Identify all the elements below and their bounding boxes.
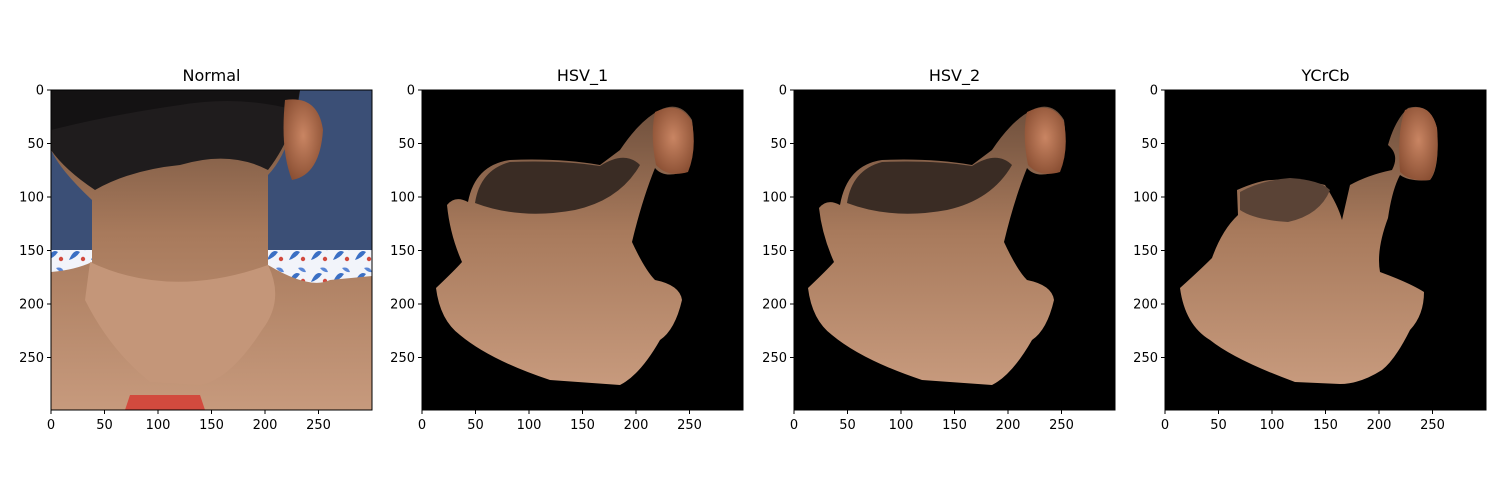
x-tick-label: 150 <box>942 418 967 433</box>
y-tick-label: 0 <box>407 84 415 99</box>
y-tick-label: 100 <box>390 191 415 206</box>
y-tick-label: 0 <box>1150 84 1158 99</box>
y-tick-label: 200 <box>1133 298 1158 313</box>
panel-hsv-2: HSV_2 <box>793 66 1116 411</box>
ticks-layer: 0 50 100 150 200 250 0 50 100 150 200 250 0 50 100 150 2… <box>19 84 1445 434</box>
x-tick-label: 200 <box>996 418 1021 433</box>
x-tick-label: 250 <box>1420 418 1445 433</box>
y-tick-label: 200 <box>762 298 787 313</box>
panel-title: HSV_1 <box>557 66 608 86</box>
panel-hsv-1: HSV_1 <box>421 66 744 411</box>
x-tick-label: 250 <box>306 418 331 433</box>
x-tick-label: 250 <box>677 418 702 433</box>
x-tick-label: 100 <box>1260 418 1285 433</box>
y-tick-label: 50 <box>398 137 415 152</box>
x-tick-label: 0 <box>47 418 55 433</box>
x-tick-label: 200 <box>253 418 278 433</box>
y-tick-label: 50 <box>27 137 44 152</box>
x-tick-label: 50 <box>1210 418 1227 433</box>
y-tick-label: 250 <box>19 351 44 366</box>
x-tick-label: 150 <box>570 418 595 433</box>
skin-mask-hsv-1 <box>436 106 694 386</box>
x-tick-label: 0 <box>1161 418 1169 433</box>
y-tick-label: 250 <box>762 351 787 366</box>
x-tick-label: 100 <box>517 418 542 433</box>
panel-ycrcb: YCrCb <box>1164 66 1487 411</box>
y-tick-label: 200 <box>390 298 415 313</box>
y-tick-label: 150 <box>390 244 415 259</box>
x-tick-label: 250 <box>1049 418 1074 433</box>
y-tick-label: 150 <box>1133 244 1158 259</box>
panel-title: Normal <box>183 66 241 85</box>
x-tick-label: 50 <box>96 418 113 433</box>
panel-title: YCrCb <box>1301 66 1350 85</box>
y-tick-label: 250 <box>1133 351 1158 366</box>
panel-normal: Normal <box>50 66 373 411</box>
y-tick-label: 50 <box>1141 137 1158 152</box>
y-tick-label: 250 <box>390 351 415 366</box>
x-tick-label: 50 <box>839 418 856 433</box>
x-tick-label: 100 <box>146 418 171 433</box>
skin-mask-hsv-2 <box>808 106 1066 386</box>
y-tick-label: 200 <box>19 298 44 313</box>
y-tick-label: 50 <box>770 137 787 152</box>
x-tick-label: 0 <box>418 418 426 433</box>
x-tick-label: 200 <box>1367 418 1392 433</box>
x-tick-label: 100 <box>889 418 914 433</box>
x-tick-label: 150 <box>199 418 224 433</box>
x-tick-label: 0 <box>790 418 798 433</box>
skin-mask-ycrcb <box>1180 106 1438 384</box>
y-tick-label: 100 <box>1133 191 1158 206</box>
x-tick-label: 50 <box>467 418 484 433</box>
y-tick-label: 100 <box>762 191 787 206</box>
y-tick-label: 0 <box>36 84 44 99</box>
y-tick-label: 150 <box>19 244 44 259</box>
y-tick-label: 150 <box>762 244 787 259</box>
x-tick-label: 150 <box>1313 418 1338 433</box>
y-tick-label: 100 <box>19 191 44 206</box>
y-tick-label: 0 <box>779 84 787 99</box>
photo-normal <box>51 90 372 410</box>
panel-title: HSV_2 <box>929 66 980 86</box>
x-tick-label: 200 <box>624 418 649 433</box>
